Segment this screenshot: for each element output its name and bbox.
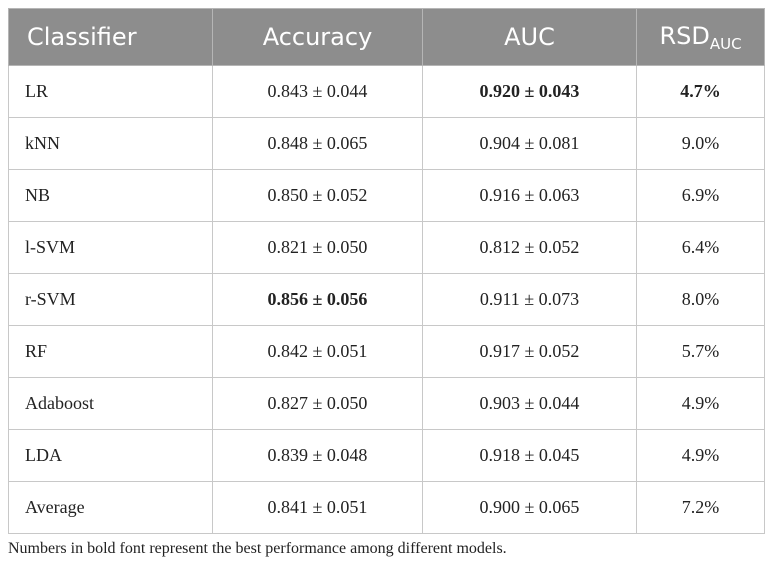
cell: 0.842 ± 0.051 [212,325,423,378]
cell: 0.918 ± 0.045 [422,429,637,482]
column-header: RSDAUC [636,8,765,66]
cell: 8.0% [636,273,765,326]
cell: 4.7% [636,65,765,118]
row-label: LR [8,65,213,118]
row-label: Average [8,481,213,534]
cell: 0.856 ± 0.056 [212,273,423,326]
row-label: Adaboost [8,377,213,430]
cell: 0.850 ± 0.052 [212,169,423,222]
cell: 0.812 ± 0.052 [422,221,637,274]
cell: 4.9% [636,429,765,482]
table-row: kNN 0.848 ± 0.065 0.904 ± 0.081 9.0% [8,117,765,170]
table-row: NB 0.850 ± 0.052 0.916 ± 0.063 6.9% [8,169,765,222]
row-label: NB [8,169,213,222]
table-row: LDA 0.839 ± 0.048 0.918 ± 0.045 4.9% [8,429,765,482]
column-header: Classifier [8,8,213,66]
cell: 0.903 ± 0.044 [422,377,637,430]
header-subscript: AUC [709,34,742,53]
cell: 4.9% [636,377,765,430]
cell: 0.843 ± 0.044 [212,65,423,118]
table-row: Average 0.841 ± 0.051 0.900 ± 0.065 7.2% [8,481,765,534]
cell: 0.827 ± 0.050 [212,377,423,430]
row-label: LDA [8,429,213,482]
cell: 0.900 ± 0.065 [422,481,637,534]
header-text: RSD [659,21,710,50]
cell: 0.848 ± 0.065 [212,117,423,170]
cell: 0.904 ± 0.081 [422,117,637,170]
row-label: r-SVM [8,273,213,326]
cell: 0.841 ± 0.051 [212,481,423,534]
table-row: RF 0.842 ± 0.051 0.917 ± 0.052 5.7% [8,325,765,378]
table-row: Adaboost 0.827 ± 0.050 0.903 ± 0.044 4.9% [8,377,765,430]
cell: 0.839 ± 0.048 [212,429,423,482]
table-row: l-SVM 0.821 ± 0.050 0.812 ± 0.052 6.4% [8,221,765,274]
cell: 6.4% [636,221,765,274]
cell: 6.9% [636,169,765,222]
cell: 0.920 ± 0.043 [422,65,637,118]
row-label: RF [8,325,213,378]
cell: 0.911 ± 0.073 [422,273,637,326]
table-row: LR 0.843 ± 0.044 0.920 ± 0.043 4.7% [8,65,765,118]
cell: 5.7% [636,325,765,378]
cell: 0.821 ± 0.050 [212,221,423,274]
cell: 7.2% [636,481,765,534]
header-row: Classifier Accuracy AUC RSDAUC [8,8,765,66]
footnote: Numbers in bold font represent the best … [8,540,507,557]
cell: 0.916 ± 0.063 [422,169,637,222]
table-row: r-SVM 0.856 ± 0.056 0.911 ± 0.073 8.0% [8,273,765,326]
cell: 9.0% [636,117,765,170]
row-label: kNN [8,117,213,170]
results-table: Classifier Accuracy AUC RSDAUC LR 0.843 ± 0.… [8,8,765,534]
column-header: AUC [422,8,637,66]
cell: 0.917 ± 0.052 [422,325,637,378]
row-label: l-SVM [8,221,213,274]
column-header: Accuracy [212,8,423,66]
